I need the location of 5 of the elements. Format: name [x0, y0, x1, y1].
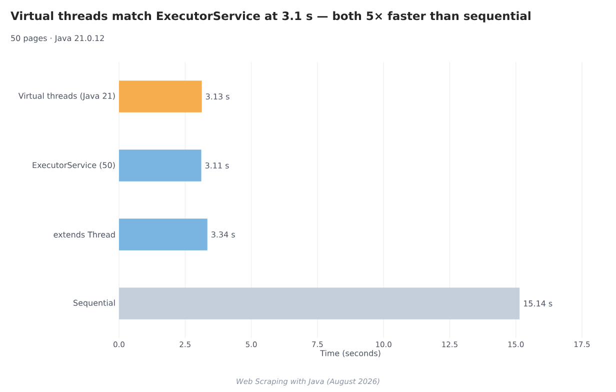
chart-title: Virtual threads match ExecutorService at 3.1 s — both 5× faster than sequential	[10, 11, 530, 22]
bar	[119, 218, 208, 250]
bar	[119, 288, 520, 320]
bar	[119, 80, 202, 112]
bar	[119, 150, 202, 182]
